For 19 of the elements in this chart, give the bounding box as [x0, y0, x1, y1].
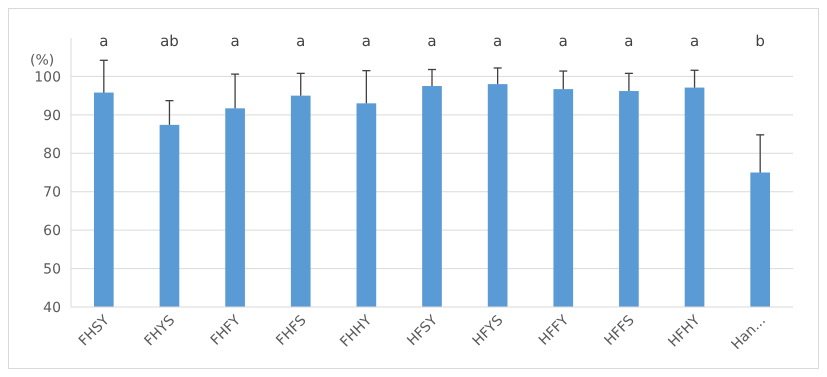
y-tick-label: 70: [43, 184, 61, 201]
y-axis-title: (%): [30, 52, 54, 68]
annotation: a: [230, 32, 240, 50]
y-tick-label: 100: [34, 69, 61, 86]
annotation: a: [690, 32, 700, 50]
annotation: a: [493, 32, 502, 50]
annotation: a: [558, 32, 568, 50]
y-tick-label: 60: [43, 223, 61, 240]
y-tick-label: 40: [43, 300, 61, 316]
annotation: a: [362, 32, 371, 50]
annotation: a: [427, 32, 437, 50]
y-tick-label: 50: [43, 261, 61, 278]
y-tick-label: 80: [43, 146, 61, 162]
annotation: a: [624, 32, 634, 50]
annotation: b: [755, 32, 765, 50]
y-tick-label: 90: [43, 108, 61, 124]
annotation: a: [99, 32, 108, 50]
annotation: ab: [160, 32, 179, 50]
annotation: a: [296, 32, 306, 50]
